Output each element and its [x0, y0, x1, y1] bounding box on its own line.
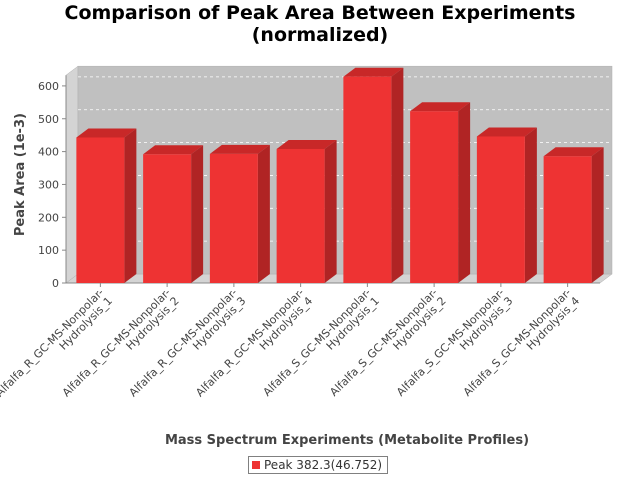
bar	[276, 148, 325, 283]
x-tick-label-line: Alfalfa_S_GC-MS-Nonpolar-	[327, 286, 440, 399]
bar	[410, 111, 459, 283]
y-tick-label: 100	[38, 244, 59, 257]
bar	[143, 154, 192, 283]
bar-top	[76, 128, 137, 138]
bar-side	[191, 145, 204, 283]
y-tick-label: 300	[38, 178, 59, 191]
bar-side	[458, 102, 471, 283]
bar-side	[391, 67, 404, 284]
bar-side	[257, 144, 270, 283]
bar-top	[276, 139, 337, 149]
y-tick-label: 400	[38, 146, 59, 159]
x-tick-label-line: Alfalfa_S_GC-MS-Nonpolar-	[461, 286, 574, 399]
bar-side	[124, 128, 137, 283]
x-tick-label-line: Alfalfa_R_GC-MS-Nonpolar-	[127, 286, 240, 399]
x-tick-label-line: Alfalfa_R_GC-MS-Nonpolar-	[0, 286, 107, 399]
bar	[209, 153, 258, 283]
bar-top	[143, 145, 204, 155]
bar-top	[543, 147, 604, 157]
x-tick-label-line: Alfalfa_R_GC-MS-Nonpolar-	[60, 286, 173, 399]
bar	[76, 137, 125, 283]
bar-side	[524, 127, 537, 283]
x-tick-label-line: Alfalfa_S_GC-MS-Nonpolar-	[261, 286, 374, 399]
x-tick-label: Alfalfa_R_GC-MS-Nonpolar-Hydrolysis_1	[0, 286, 115, 408]
bar-side	[324, 139, 337, 283]
plot-wall	[65, 65, 79, 284]
bar-top	[410, 102, 471, 112]
x-tick-label-line: Alfalfa_S_GC-MS-Nonpolar-	[394, 286, 507, 399]
y-axis-title: Peak Area (1e-3)	[13, 113, 28, 236]
legend-label: Peak 382.3(46.752)	[264, 458, 383, 472]
x-tick-label-line: Alfalfa_R_GC-MS-Nonpolar-	[193, 286, 306, 399]
bar-top	[209, 144, 270, 154]
y-tick-label: 600	[38, 80, 59, 93]
bar-side	[591, 147, 604, 283]
y-tick-label: 200	[38, 211, 59, 224]
legend-swatch	[252, 461, 260, 469]
legend: Peak 382.3(46.752)	[248, 456, 389, 474]
chart-title: Comparison of Peak Area Between Experime…	[64, 2, 576, 46]
bar-top	[476, 127, 537, 137]
y-tick-label: 500	[38, 113, 59, 126]
bar	[343, 76, 392, 284]
bar-top	[343, 67, 404, 77]
bar	[543, 156, 592, 283]
y-tick-label: 0	[52, 277, 59, 290]
x-axis-title: Mass Spectrum Experiments (Metabolite Pr…	[165, 433, 529, 448]
bar	[476, 136, 525, 283]
